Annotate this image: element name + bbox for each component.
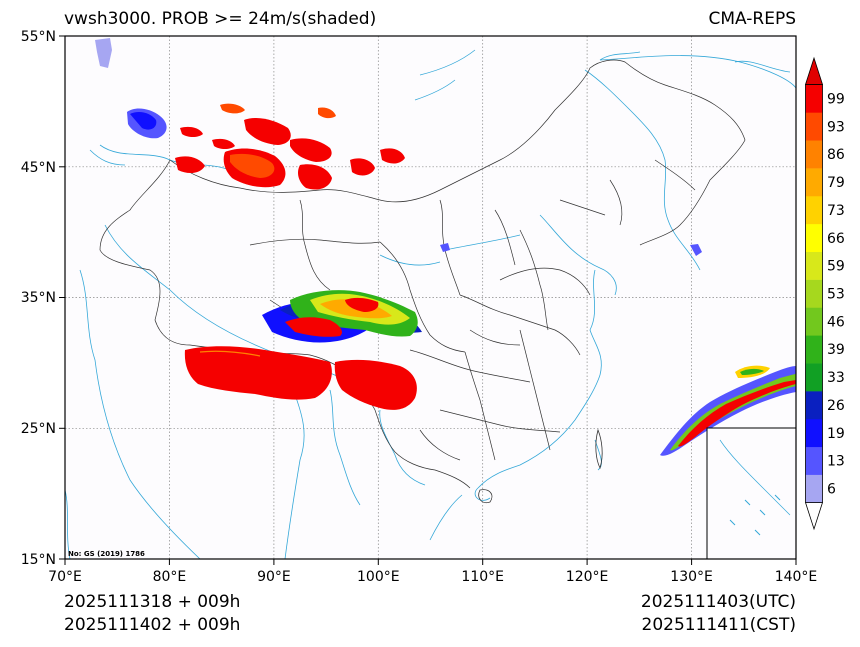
lon-label-90: 90°E — [257, 569, 291, 585]
lat-label-15: 15°N — [21, 552, 56, 568]
colorbar-segment — [805, 223, 823, 252]
east-sea-band — [660, 365, 796, 456]
lat-label-45: 45°N — [21, 160, 56, 176]
lon-label-70: 70°E — [48, 569, 82, 585]
colorbar-label: 26 — [827, 398, 845, 414]
init-time-utc: 2025111318 + 009h — [64, 592, 241, 612]
colorbar-label: 6 — [827, 482, 836, 498]
valid-time-utc: 2025111403(UTC) — [640, 592, 796, 612]
lat-label-25: 25°N — [21, 421, 56, 437]
lon-label-80: 80°E — [153, 569, 187, 585]
colorbar-segment — [805, 418, 823, 448]
lat-label-35: 35°N — [21, 290, 56, 306]
colorbar-segment — [805, 251, 823, 280]
lat-label-55: 55°N — [21, 29, 56, 45]
colorbar-segment — [805, 391, 823, 420]
tick-marks — [59, 35, 797, 565]
colorbar-label: 66 — [827, 231, 845, 247]
colorbar-segment — [805, 112, 823, 141]
lon-label-100: 100°E — [357, 569, 400, 585]
colorbar-label: 33 — [827, 370, 845, 386]
lon-label-140: 140°E — [775, 569, 818, 585]
lon-label-130: 130°E — [670, 569, 713, 585]
colorbar-segment — [805, 140, 823, 169]
colorbar-label: 59 — [827, 259, 845, 275]
colorbar-label: 79 — [827, 175, 845, 191]
init-time-cst: 2025111402 + 009h — [64, 615, 241, 635]
colorbar-segment — [805, 307, 823, 336]
probability-shading — [95, 38, 702, 410]
lon-label-110: 110°E — [461, 569, 504, 585]
colorbar-segment — [805, 279, 823, 308]
colorbar-segment — [805, 84, 823, 113]
colorbar-label: 99 — [827, 91, 845, 107]
colorbar-segment — [805, 335, 823, 364]
colorbar-segment — [805, 195, 823, 225]
colorbar-label: 39 — [827, 342, 845, 358]
colorbar-label: 53 — [827, 287, 845, 303]
model-name: CMA-REPS — [708, 9, 796, 29]
colorbar-under-triangle — [804, 502, 824, 531]
colorbar: 6 13 19 26 33 39 46 53 59 66 73 79 86 93 99 — [804, 56, 845, 531]
colorbar-segment — [805, 446, 823, 475]
colorbar-label: 86 — [827, 147, 845, 163]
colorbar-segment — [805, 474, 823, 503]
colorbar-label: 73 — [827, 203, 845, 219]
colorbar-label: 93 — [827, 119, 845, 135]
lon-label-120: 120°E — [566, 569, 609, 585]
colorbar-label: 46 — [827, 314, 845, 330]
colorbar-label: 13 — [827, 454, 845, 470]
colorbar-over-triangle — [804, 56, 824, 85]
colorbar-label: 19 — [827, 426, 845, 442]
chart-title: vwsh3000. PROB >= 24m/s(shaded) — [64, 9, 377, 29]
colorbar-segment — [805, 168, 823, 197]
inset-south-china-sea — [706, 427, 797, 560]
map-approval-number: No: GS (2019) 1786 — [68, 550, 145, 558]
colorbar-segment — [805, 363, 823, 392]
gridlines — [65, 36, 796, 559]
valid-time-cst: 2025111411(CST) — [641, 615, 796, 635]
